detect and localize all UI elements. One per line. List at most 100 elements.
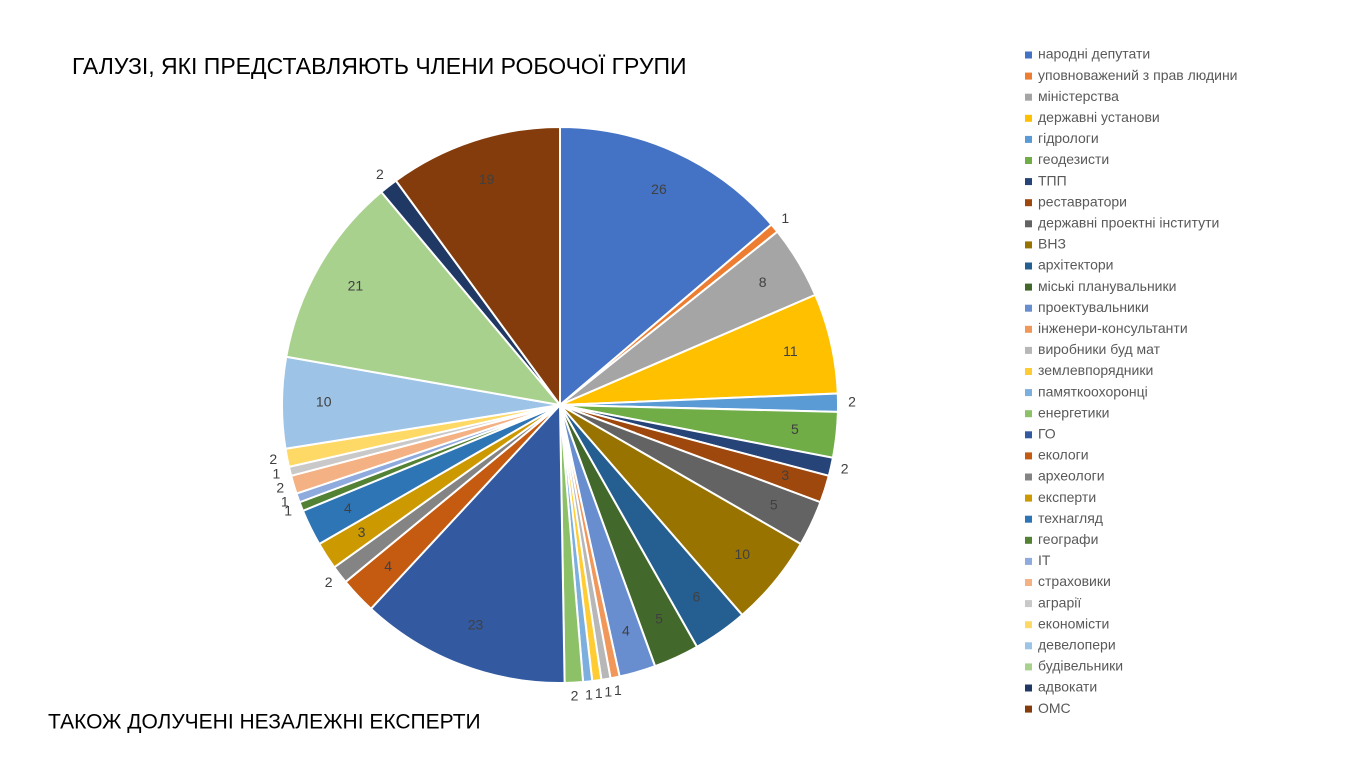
legend-swatch bbox=[1025, 557, 1032, 565]
data-label: 4 bbox=[384, 558, 392, 574]
legend-swatch bbox=[1025, 325, 1032, 333]
data-label: 4 bbox=[344, 500, 352, 516]
legend-label: землевпорядники bbox=[1038, 362, 1153, 378]
legend-label: виробники буд мат bbox=[1038, 341, 1161, 357]
data-label: 8 bbox=[759, 274, 767, 290]
legend-swatch bbox=[1025, 241, 1032, 249]
legend-swatch bbox=[1025, 114, 1032, 122]
data-label: 19 bbox=[479, 171, 495, 187]
legend-label: ГО bbox=[1038, 426, 1056, 442]
legend-label: памяткоохоронці bbox=[1038, 383, 1148, 399]
legend-swatch bbox=[1025, 579, 1032, 586]
data-label: 1 bbox=[604, 684, 612, 700]
data-label: 1 bbox=[781, 210, 789, 226]
legend-swatch bbox=[1025, 431, 1032, 439]
legend-swatch bbox=[1025, 283, 1032, 291]
legend-swatch bbox=[1025, 157, 1032, 164]
legend-swatch bbox=[1025, 51, 1032, 59]
data-label: 1 bbox=[284, 502, 292, 518]
data-label: 1 bbox=[281, 493, 289, 509]
legend-swatch bbox=[1025, 304, 1032, 312]
data-label: 1 bbox=[595, 685, 603, 701]
legend-swatch bbox=[1025, 93, 1032, 101]
legend-swatch bbox=[1025, 705, 1032, 713]
data-label: 6 bbox=[692, 589, 700, 605]
legend-label: геодезисти bbox=[1038, 151, 1109, 167]
data-label: 4 bbox=[622, 623, 630, 639]
legend-swatch bbox=[1025, 642, 1032, 650]
legend-swatch bbox=[1025, 600, 1032, 608]
legend-swatch bbox=[1025, 346, 1032, 354]
data-label: 3 bbox=[781, 467, 789, 483]
data-label: 2 bbox=[325, 574, 333, 590]
legend-label: географи bbox=[1038, 531, 1098, 547]
data-label: 2 bbox=[848, 393, 856, 409]
legend-swatch bbox=[1025, 135, 1032, 143]
legend-label: інженери-консультанти bbox=[1038, 320, 1188, 336]
legend-label: гідрологи bbox=[1038, 130, 1099, 146]
legend-label: народні депутати bbox=[1038, 46, 1150, 62]
legend-label: енергетики bbox=[1038, 404, 1109, 420]
legend-label: архітектори bbox=[1038, 257, 1114, 273]
legend-swatch bbox=[1025, 494, 1032, 502]
legend-label: реставратори bbox=[1038, 193, 1127, 209]
legend-label: аграрії bbox=[1038, 594, 1081, 610]
legend-swatch bbox=[1025, 473, 1032, 481]
legend-swatch bbox=[1025, 663, 1032, 671]
legend-label: технагляд bbox=[1038, 510, 1103, 526]
data-label: 1 bbox=[614, 682, 622, 698]
legend-label: державні установи bbox=[1038, 109, 1160, 125]
legend-label: страховики bbox=[1038, 573, 1111, 589]
pie-slice bbox=[394, 125, 561, 409]
legend-swatch bbox=[1025, 515, 1032, 523]
legend-swatch bbox=[1025, 410, 1032, 418]
pie-slice bbox=[369, 402, 566, 684]
data-label: 5 bbox=[791, 421, 799, 437]
legend-swatch bbox=[1025, 389, 1032, 397]
legend-swatch bbox=[1025, 72, 1032, 80]
legend-label: археологи bbox=[1038, 468, 1105, 484]
legend-swatch bbox=[1025, 368, 1032, 375]
legend-label: IT bbox=[1038, 552, 1051, 568]
legend-label: експерти bbox=[1038, 489, 1096, 505]
legend-swatch bbox=[1025, 178, 1032, 186]
chart-title: ГАЛУЗІ, ЯКІ ПРЕДСТАВЛЯЮТЬ ЧЛЕНИ РОБОЧОЇ … bbox=[72, 53, 687, 79]
pie-slice bbox=[559, 125, 773, 408]
legend-label: ВНЗ bbox=[1038, 236, 1066, 252]
legend-swatch bbox=[1025, 262, 1032, 270]
legend-swatch bbox=[1025, 536, 1032, 544]
legend-label: екологи bbox=[1038, 447, 1089, 463]
legend-label: економісти bbox=[1038, 615, 1109, 631]
data-label: 2 bbox=[269, 451, 277, 467]
data-label: 10 bbox=[734, 546, 750, 562]
pie-slice bbox=[285, 190, 563, 407]
data-label: 2 bbox=[571, 687, 579, 703]
legend-label: проектувальники bbox=[1038, 299, 1149, 315]
legend-swatch bbox=[1025, 452, 1032, 460]
data-label: 23 bbox=[468, 616, 484, 632]
annotation: ТАКОЖ ДОЛУЧЕНІ НЕЗАЛЕЖНІ ЕКСПЕРТИ bbox=[48, 711, 481, 734]
legend-label: міністерства bbox=[1038, 88, 1119, 104]
data-label: 21 bbox=[348, 278, 364, 294]
data-label: 5 bbox=[655, 610, 663, 626]
legend-label: державні проектні інститути bbox=[1038, 215, 1219, 231]
legend-label: будівельники bbox=[1038, 658, 1123, 674]
legend-swatch bbox=[1025, 220, 1032, 228]
data-label: 1 bbox=[273, 465, 281, 481]
data-label: 3 bbox=[358, 524, 366, 540]
legend-label: ОМС bbox=[1038, 700, 1071, 716]
legend-label: девелопери bbox=[1038, 637, 1116, 653]
data-label: 5 bbox=[770, 496, 778, 512]
legend-label: уповноважений з прав людини bbox=[1038, 67, 1238, 83]
legend-swatch bbox=[1025, 621, 1032, 629]
legend-label: ТПП bbox=[1038, 172, 1067, 188]
legend-swatch bbox=[1025, 684, 1032, 692]
data-label: 10 bbox=[316, 394, 332, 410]
data-label: 2 bbox=[376, 166, 384, 182]
data-label: 2 bbox=[276, 479, 284, 495]
data-label: 1 bbox=[585, 686, 593, 702]
legend-swatch bbox=[1025, 199, 1032, 207]
legend-label: міські планувальники bbox=[1038, 278, 1176, 294]
legend-label: адвокати bbox=[1038, 679, 1097, 695]
